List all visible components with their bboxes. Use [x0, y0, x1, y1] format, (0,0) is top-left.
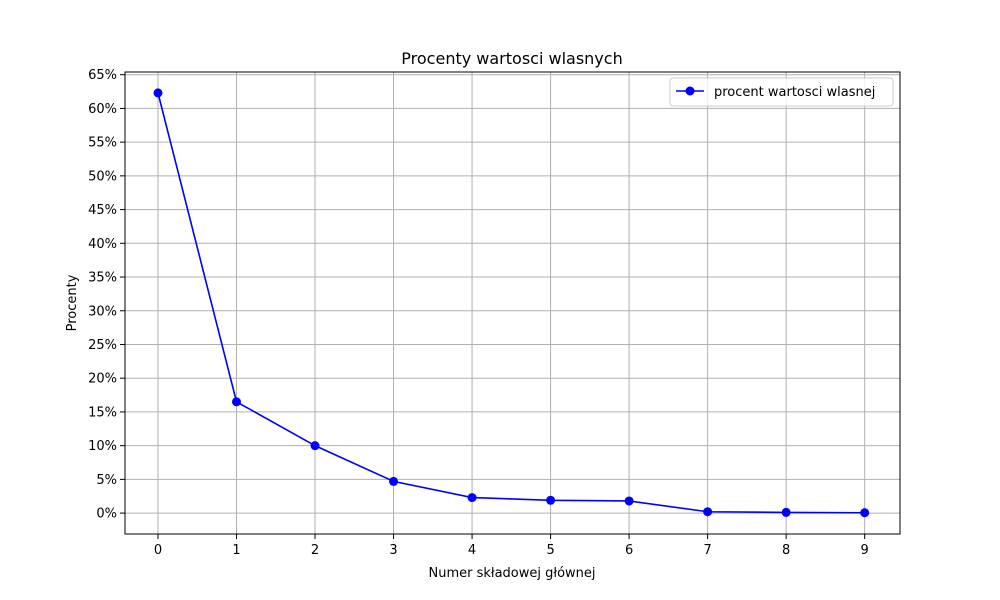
data-point — [546, 495, 556, 505]
y-tick-label: 20% — [88, 372, 117, 387]
data-point — [703, 507, 713, 517]
x-tick-label: 8 — [782, 543, 790, 558]
x-tick-label: 0 — [154, 543, 162, 558]
x-tick-label: 7 — [703, 543, 711, 558]
data-point — [467, 493, 477, 503]
legend-box — [669, 77, 894, 107]
y-tick-label: 60% — [88, 102, 117, 117]
y-tick-label: 30% — [88, 304, 117, 319]
y-tick-label: 10% — [88, 439, 117, 454]
x-axis-label: Numer składowej głównej — [428, 566, 595, 581]
y-tick-label: 5% — [96, 473, 117, 488]
x-tick-label: 1 — [232, 543, 240, 558]
x-tick-label: 9 — [861, 543, 869, 558]
legend: procent wartosci wlasnej — [669, 77, 894, 107]
y-tick-label: 0% — [96, 507, 117, 522]
x-tick-label: 6 — [625, 543, 633, 558]
y-tick-label: 45% — [88, 203, 117, 218]
y-tick-label: 40% — [88, 237, 117, 252]
y-axis-label: Procenty — [65, 274, 80, 331]
series-layer — [153, 88, 870, 518]
plot-frame — [124, 71, 901, 535]
data-point — [624, 496, 634, 506]
y-tick-label: 55% — [88, 136, 117, 151]
x-tick-label: 5 — [546, 543, 554, 558]
y-tick-label: 25% — [88, 338, 117, 353]
data-point — [389, 476, 399, 486]
y-tick-label: 65% — [88, 68, 117, 83]
x-tick-label: 2 — [311, 543, 319, 558]
x-tick-label: 3 — [389, 543, 397, 558]
legend-label: procent wartosci wlasnej — [714, 85, 875, 100]
y-tick-label: 50% — [88, 169, 117, 184]
data-point — [153, 88, 163, 98]
data-point — [781, 507, 791, 517]
legend-marker — [685, 86, 695, 96]
y-axis-ticks: 0% 5% 10% 15% 20% 25% 30% 35% 40% 45% 50% 55% 60% 65% — [88, 68, 125, 522]
y-tick-label: 35% — [88, 271, 117, 286]
grid — [125, 72, 900, 534]
x-axis-ticks: 0 1 2 3 4 5 6 7 8 9 — [154, 534, 869, 558]
y-tick-label: 15% — [88, 405, 117, 420]
data-point — [860, 508, 870, 518]
data-point — [231, 397, 241, 407]
x-tick-label: 4 — [468, 543, 476, 558]
data-point — [310, 441, 320, 451]
series-line — [157, 92, 865, 514]
chart-title: Procenty wartosci wlasnych — [401, 49, 622, 68]
